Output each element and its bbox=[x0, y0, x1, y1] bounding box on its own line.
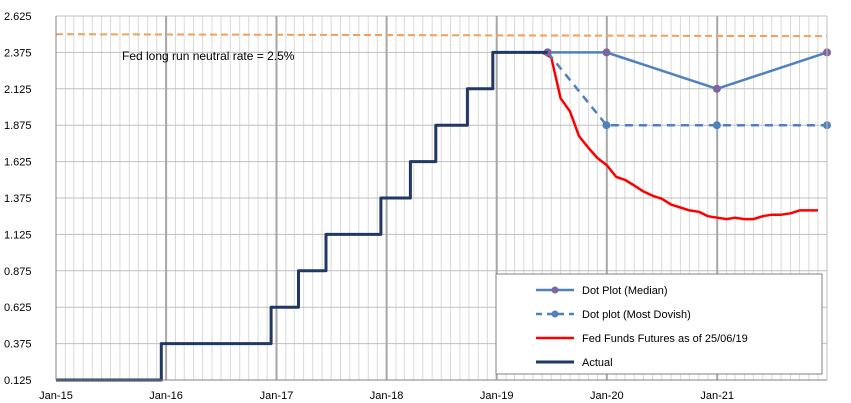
legend-marker bbox=[551, 310, 559, 318]
series-line-0 bbox=[547, 51, 828, 91]
y-tick-label: 1.375 bbox=[4, 193, 32, 205]
y-tick-label: 2.125 bbox=[4, 84, 32, 96]
x-axis-ticks: Jan-15 Jan-16 Jan-17 Jan-18 Jan-19 Jan-20 Jan-… bbox=[39, 390, 734, 402]
series-marker-1 bbox=[712, 121, 721, 130]
y-tick-label: 0.125 bbox=[4, 375, 32, 387]
series-line-2 bbox=[541, 51, 818, 221]
series-marker-0 bbox=[602, 48, 611, 57]
y-tick-label: 0.875 bbox=[4, 266, 32, 278]
legend-entry-label: Dot Plot (Median) bbox=[582, 285, 668, 297]
x-tick-label: Jan-19 bbox=[480, 390, 514, 402]
legend-marker bbox=[551, 286, 559, 294]
y-tick-label: 1.625 bbox=[4, 157, 32, 169]
series-layer bbox=[56, 48, 831, 382]
legend: Dot Plot (Median) Dot plot (Most Dovish) F… bbox=[495, 273, 823, 375]
legend-entry-label: Actual bbox=[582, 357, 613, 369]
y-tick-label: 0.375 bbox=[4, 339, 32, 351]
y-tick-label: 2.375 bbox=[4, 47, 32, 59]
neutral-rate-line bbox=[55, 33, 828, 38]
legend-entry-label: Fed Funds Futures as of 25/06/19 bbox=[582, 333, 748, 345]
x-tick-label: Jan-16 bbox=[149, 390, 183, 402]
reference-line-label: Fed long run neutral rate = 2.5% bbox=[122, 49, 295, 63]
series-line-3 bbox=[56, 50, 548, 382]
y-tick-label: 1.875 bbox=[4, 120, 32, 132]
y-tick-label: 0.625 bbox=[4, 302, 32, 314]
y-axis-ticks: 0.125 0.375 0.625 0.875 1.125 1.375 1.625 1.875… bbox=[4, 11, 32, 387]
axes bbox=[55, 16, 828, 381]
y-tick-label: 1.125 bbox=[4, 229, 32, 241]
series-marker-0 bbox=[712, 84, 721, 93]
x-tick-label: Jan-17 bbox=[260, 390, 294, 402]
y-tick-label: 2.625 bbox=[4, 11, 32, 23]
legend-entry-label: Dot plot (Most Dovish) bbox=[582, 309, 691, 321]
series-marker-1 bbox=[602, 121, 611, 130]
reference-line-group bbox=[55, 33, 828, 38]
x-tick-label: Jan-21 bbox=[700, 390, 734, 402]
series-line-1 bbox=[546, 51, 827, 127]
x-tick-label: Jan-20 bbox=[590, 390, 624, 402]
x-tick-label: Jan-15 bbox=[39, 390, 73, 402]
x-tick-label: Jan-18 bbox=[370, 390, 404, 402]
